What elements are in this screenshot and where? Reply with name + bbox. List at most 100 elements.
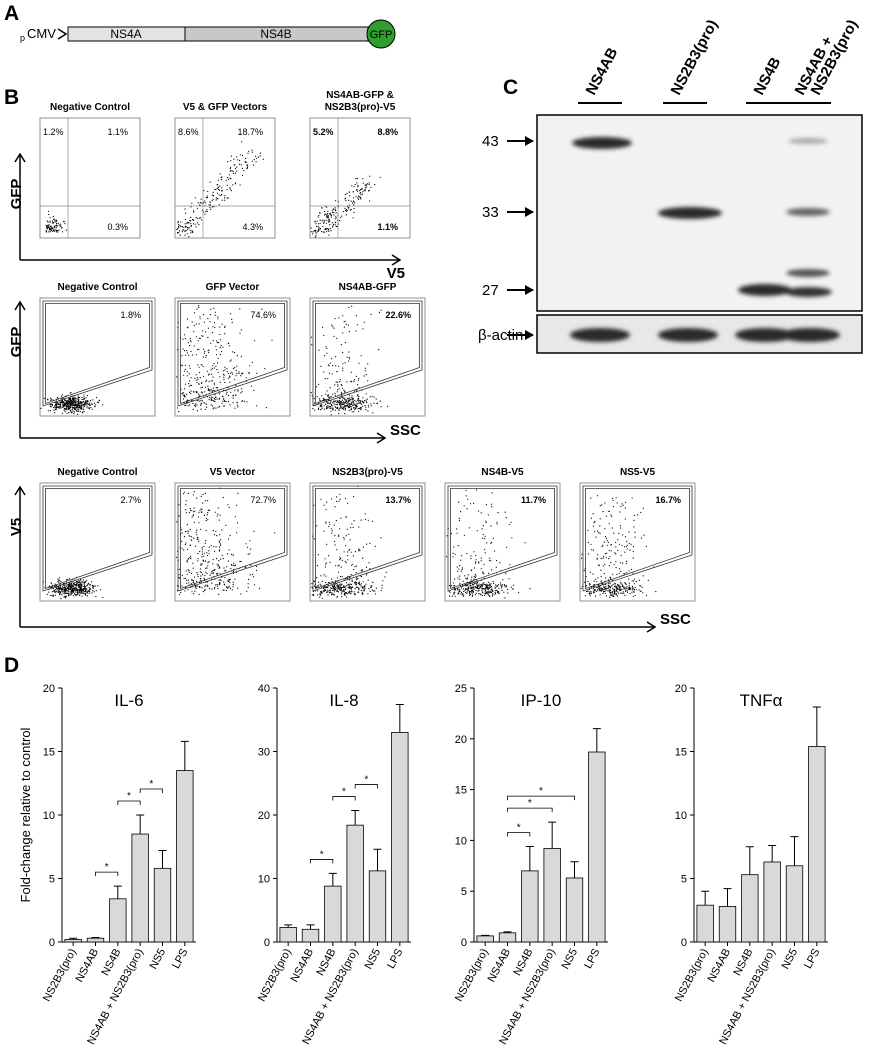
event-dot [229, 404, 231, 406]
event-dot [264, 368, 266, 370]
event-dot [604, 502, 606, 504]
event-dot [71, 585, 73, 587]
event-dot [204, 200, 206, 202]
event-dot [189, 344, 191, 347]
event-dot [72, 396, 74, 398]
event-dot [199, 571, 201, 573]
event-dot [358, 378, 360, 380]
event-dot [600, 587, 603, 589]
event-dot [327, 215, 330, 217]
event-dot [202, 559, 204, 561]
event-dot [373, 402, 375, 404]
event-dot [348, 402, 350, 405]
plot-frame [174, 482, 291, 602]
event-dot [241, 174, 244, 176]
event-dot [351, 564, 353, 566]
event-dot [51, 220, 54, 222]
event-dot [86, 405, 88, 407]
event-dot [348, 356, 350, 358]
event-dot [199, 568, 201, 570]
event-dot [78, 589, 81, 591]
bar [696, 904, 714, 943]
event-dot [339, 556, 341, 559]
event-dot [580, 587, 582, 590]
event-dot [203, 352, 205, 354]
event-dot [492, 589, 494, 592]
event-dot [626, 540, 628, 543]
event-dot [214, 394, 216, 396]
event-dot [209, 181, 211, 183]
event-dot [80, 406, 82, 408]
event-dot [321, 220, 323, 222]
event-dot [344, 589, 347, 591]
event-dot [481, 587, 483, 590]
event-dot [227, 580, 229, 582]
event-dot [446, 535, 448, 537]
event-dot [240, 593, 242, 595]
event-dot [363, 190, 365, 192]
event-dot [457, 570, 459, 572]
marker-label: 27 [482, 282, 499, 299]
event-dot [220, 194, 222, 197]
event-dot [193, 330, 195, 333]
event-dot [190, 390, 192, 392]
event-dot [74, 581, 76, 584]
event-dot [331, 593, 333, 595]
event-dot [362, 397, 364, 399]
event-dot [213, 400, 215, 402]
event-dot [61, 400, 63, 402]
event-dot [339, 381, 341, 383]
significance-bracket [332, 796, 356, 801]
event-dot [353, 591, 355, 593]
event-dot [339, 217, 342, 219]
event-dot [219, 185, 221, 187]
event-dot [600, 569, 602, 571]
event-dot [344, 594, 346, 596]
event-dot [83, 406, 85, 408]
event-dot [212, 387, 214, 389]
event-dot [88, 407, 90, 409]
event-dot [210, 373, 212, 375]
event-dot [206, 210, 208, 213]
event-dot [198, 383, 200, 385]
event-dot [357, 394, 359, 396]
event-dot [183, 370, 185, 372]
event-dot [197, 553, 199, 555]
event-dot [52, 399, 54, 401]
event-dot [609, 590, 611, 592]
event-dot [336, 590, 338, 593]
event-dot [631, 568, 633, 571]
event-dot [209, 207, 211, 209]
event-dot [81, 588, 83, 590]
error-bar [548, 821, 557, 849]
event-dot [246, 401, 248, 403]
event-dot [376, 402, 378, 405]
event-dot [633, 519, 635, 522]
event-dot [337, 384, 339, 386]
y-tick-label: 5 [461, 886, 467, 898]
event-dot [213, 382, 215, 384]
event-dot [221, 402, 223, 404]
event-dot [314, 230, 316, 232]
event-dot [212, 559, 214, 561]
event-dot [189, 340, 191, 342]
event-dot [335, 365, 337, 367]
event-dot [72, 588, 75, 590]
event-dot [467, 584, 469, 587]
event-dot [55, 227, 58, 229]
event-dot [319, 593, 321, 595]
event-dot [469, 593, 471, 595]
event-dot [47, 410, 49, 412]
event-dot [469, 585, 471, 587]
event-dot [348, 409, 350, 411]
event-dot [468, 590, 470, 592]
event-dot [70, 406, 72, 408]
event-dot [624, 536, 627, 538]
event-dot [467, 588, 470, 590]
event-dot [229, 381, 231, 383]
event-dot [100, 589, 102, 591]
event-dot [241, 141, 243, 143]
event-dot [219, 326, 221, 328]
event-dot [323, 530, 325, 532]
event-dot [215, 396, 217, 398]
